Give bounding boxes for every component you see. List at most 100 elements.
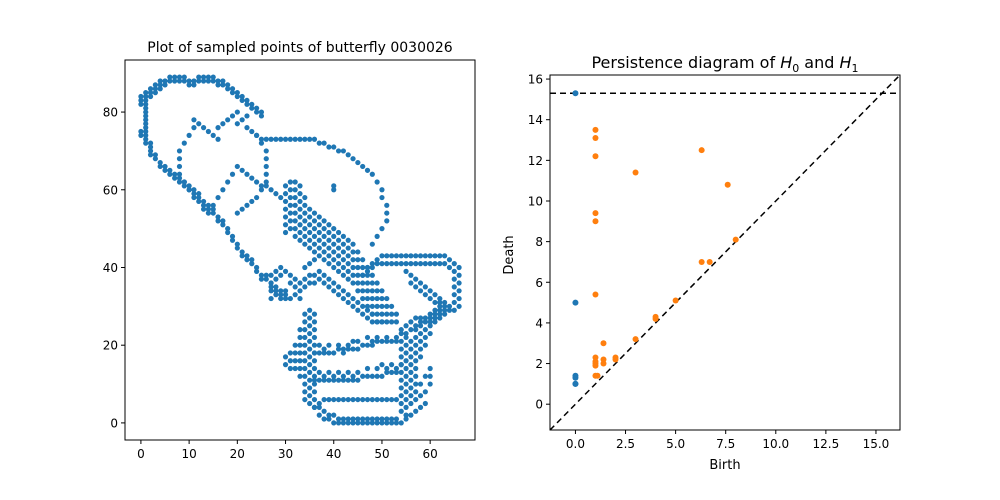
x-tick-label: 5.0 [666,437,685,451]
x-axis-label: Birth [709,458,740,473]
scatter-point [297,198,303,205]
scatter-point [244,253,250,259]
scatter-point [263,183,269,189]
scatter-point [364,268,371,274]
scatter-point [364,342,371,348]
scatter-point [355,338,361,344]
scatter-point [152,90,158,96]
scatter-point [388,319,395,325]
scatter-point [234,93,240,100]
scatter-point [244,113,250,119]
scatter-point [263,179,269,185]
scatter-point [437,303,443,309]
scatter-point [316,276,322,282]
scatter-point [297,373,303,379]
scatter-point [302,264,308,271]
scatter-point [335,377,342,383]
scatter-point [364,167,371,173]
scatter-point [307,369,313,375]
scatter-point [229,233,236,240]
scatter-point [379,187,385,193]
scatter-point [403,396,409,403]
scatter-point [335,396,342,403]
scatter-point [292,342,298,348]
x-tick-label: 7.5 [716,437,735,451]
persistence-point-h1 [592,291,599,298]
persistence-point-h1 [652,315,659,322]
scatter-point [249,260,255,267]
scatter-point [432,299,438,306]
scatter-point [369,420,375,426]
scatter-point [350,156,356,162]
scatter-point [345,377,351,383]
scatter-point [393,396,400,403]
scatter-point [316,214,322,220]
scatter-point [152,82,158,88]
scatter-point [340,233,346,240]
scatter-point [292,226,298,232]
scatter-point [302,350,308,356]
scatter-point [437,315,443,321]
scatter-point [311,381,318,387]
y-tick-label: 20 [103,339,118,353]
scatter-point [326,245,332,251]
scatter-point [181,179,187,185]
scatter-point [335,420,342,426]
scatter-point [398,260,404,267]
scatter-point [181,140,187,146]
scatter-point [316,237,322,243]
scatter-point [311,249,318,255]
scatter-point [379,303,385,309]
scatter-point [311,136,318,142]
scatter-point [345,245,351,251]
scatter-point [254,109,260,115]
scatter-point [196,78,202,84]
scatter-point [403,323,409,329]
scatter-point [442,307,448,313]
scatter-point [287,210,293,216]
scatter-point [345,299,351,306]
scatter-point [360,163,366,170]
persistence-point-h1 [592,126,599,133]
scatter-point [384,420,390,426]
scatter-point [355,249,361,255]
x-tick-label: 10.0 [762,437,789,451]
scatter-point [437,253,443,259]
scatter-point [220,218,226,224]
scatter-point [297,365,303,372]
scatter-point [297,327,303,333]
scatter-point [369,280,375,286]
scatter-point [258,276,265,282]
scatter-point [302,389,308,395]
scatter-point [297,280,303,286]
scatter-point [249,128,255,135]
scatter-point [191,191,197,197]
scatter-point [408,260,414,267]
scatter-point [374,365,380,372]
scatter-point [234,90,240,96]
scatter-point [427,260,433,267]
scatter-point [162,78,168,84]
scatter-point [442,303,448,309]
scatter-point [200,74,207,80]
scatter-point [292,194,298,201]
scatter-point [408,327,414,333]
scatter-point [239,97,245,104]
scatter-point [364,315,371,321]
scatter-point [451,292,457,298]
scatter-point [355,346,361,352]
scatter-point [307,206,313,212]
scatter-point [278,292,284,298]
scatter-point [388,303,395,309]
scatter-point [191,78,197,84]
scatter-point [422,284,428,290]
scatter-point [205,74,212,80]
scatter-point [326,377,332,383]
scatter-point [302,381,308,387]
y-tick-label: 16 [528,73,543,87]
scatter-point [302,218,308,224]
scatter-point [340,272,346,278]
scatter-point [234,163,240,170]
scatter-point [422,373,428,379]
scatter-point [398,420,404,426]
